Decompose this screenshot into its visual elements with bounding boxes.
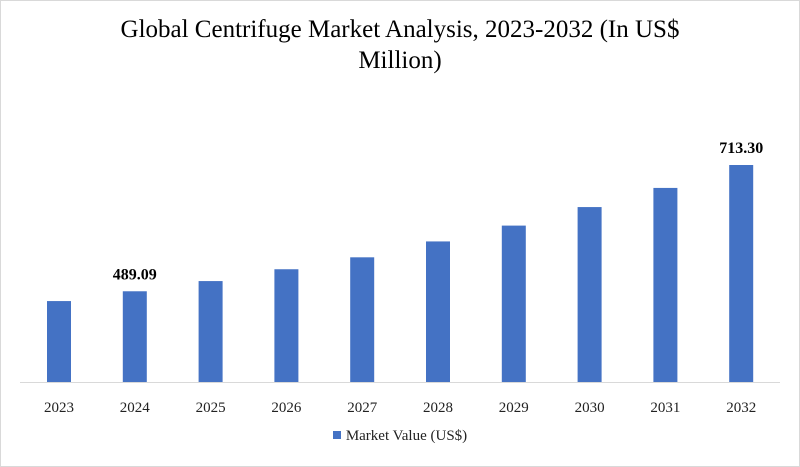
bar-2024 [122,291,147,382]
x-tick-label: 2025 [196,400,226,416]
x-tick-label: 2027 [347,400,378,416]
x-tick-label: 2023 [44,400,74,416]
bar-2027 [350,257,375,382]
legend-label: Market Value (US$) [345,428,468,444]
x-tick-label: 2031 [650,400,680,416]
bar-2028 [426,241,450,382]
bar-2026 [274,269,299,382]
x-tick-label: 2028 [423,400,453,416]
legend-swatch [332,431,341,439]
x-tick-label: 2032 [726,400,756,416]
bar-2029 [501,225,526,382]
legend: Market Value (US$) [0,428,800,445]
x-tick-label: 2024 [120,400,151,416]
data-label: 713.30 [719,140,763,157]
bar-2025 [198,281,223,382]
bar-2030 [577,207,602,382]
chart-title: Global Centrifuge Market Analysis, 2023-… [120,16,680,74]
x-tick-label: 2029 [499,400,529,416]
data-label: 489.09 [113,266,157,283]
bar-2031 [653,187,678,382]
x-tick-label: 2030 [575,400,605,416]
x-tick-label: 2026 [271,400,302,416]
bar-2032 [729,165,754,382]
bar-2023 [47,301,71,382]
